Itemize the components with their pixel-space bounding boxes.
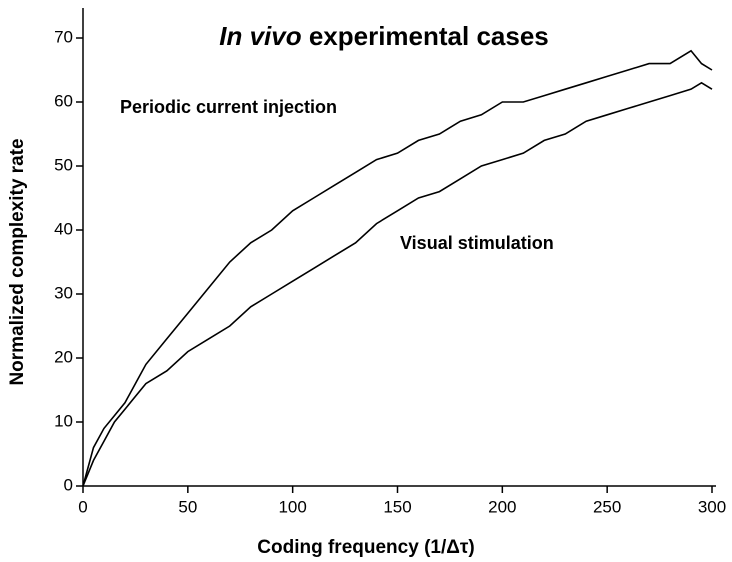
x-tick-label: 150: [383, 497, 411, 516]
x-tick-label: 0: [78, 497, 87, 516]
x-tick-label: 100: [278, 497, 306, 516]
chart-title: In vivo experimental cases: [219, 21, 549, 51]
series-label: Visual stimulation: [400, 233, 554, 253]
x-tick-label: 200: [488, 497, 516, 516]
y-tick-label: 30: [54, 283, 73, 302]
y-tick-label: 60: [54, 91, 73, 110]
y-tick-label: 20: [54, 347, 73, 366]
line: [82, 81, 713, 487]
y-tick-label: 10: [54, 411, 73, 430]
series-label: Periodic current injection: [120, 97, 337, 117]
x-tick-label: 50: [178, 497, 197, 516]
x-tick-label: 300: [698, 497, 726, 516]
y-axis-label: Normalized complexity rate: [7, 138, 28, 385]
line: [82, 49, 713, 487]
y-tick-label: 50: [54, 155, 73, 174]
y-tick-label: 0: [64, 475, 73, 494]
y-tick-label: 40: [54, 219, 73, 238]
y-tick-label: 70: [54, 27, 73, 46]
x-axis-label: Coding frequency (1/Δτ): [257, 537, 474, 558]
x-tick-label: 250: [593, 497, 621, 516]
